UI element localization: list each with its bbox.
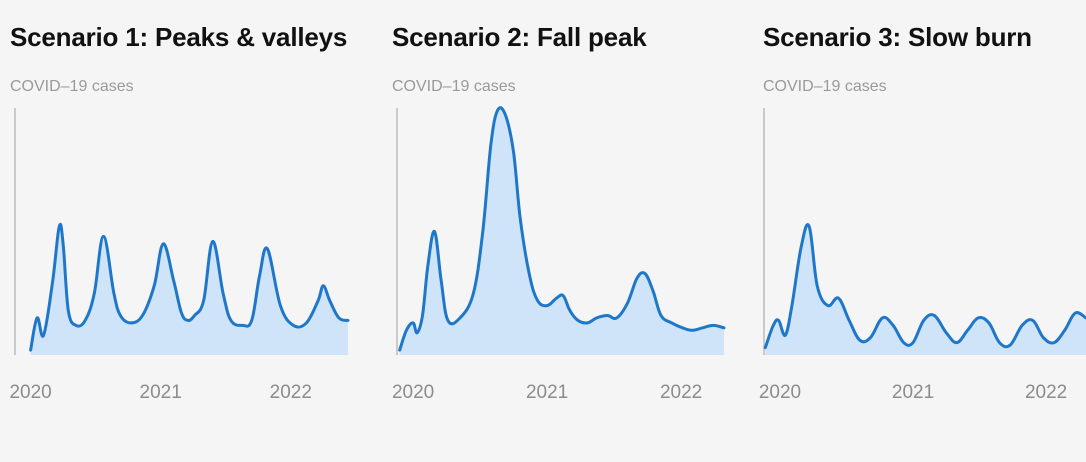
chart-title: Scenario 1: Peaks & valleys [10,22,348,52]
x-tick-label: 2020 [392,382,434,403]
x-tick-label: 2022 [270,382,312,403]
chart-title: Scenario 2: Fall peak [392,22,647,52]
x-tick-label: 2021 [526,382,568,403]
x-tick-label: 2020 [9,382,51,403]
chart-panel-1: Scenario 1: Peaks & valleys COVID–19 cas… [9,0,370,462]
area-fill [30,224,348,355]
chart-plot-3: 2020 2021 2022 [759,108,1086,403]
area-fill [399,107,724,355]
area-fill [765,224,1086,355]
chart-panel-3: Scenario 3: Slow burn COVID–19 cases 202… [759,0,1086,462]
chart-plot-2: 2020 2021 2022 [392,106,726,403]
chart-title: Scenario 3: Slow burn [763,22,1032,52]
y-axis-label: COVID–19 cases [10,78,134,95]
series-line [29,222,350,352]
y-axis-label: COVID–19 cases [763,78,887,95]
chart-plot-1: 2020 2021 2022 [9,108,350,403]
x-tick-label: 2022 [1025,382,1067,403]
series-line [763,223,1086,350]
chart-panel-2: Scenario 2: Fall peak COVID–19 cases 202… [392,0,742,462]
y-axis-label: COVID–19 cases [392,78,516,95]
x-tick-label: 2021 [892,382,934,403]
series-line [398,106,726,352]
x-tick-label: 2020 [759,382,801,403]
x-tick-label: 2022 [660,382,702,403]
x-tick-label: 2021 [140,382,182,403]
